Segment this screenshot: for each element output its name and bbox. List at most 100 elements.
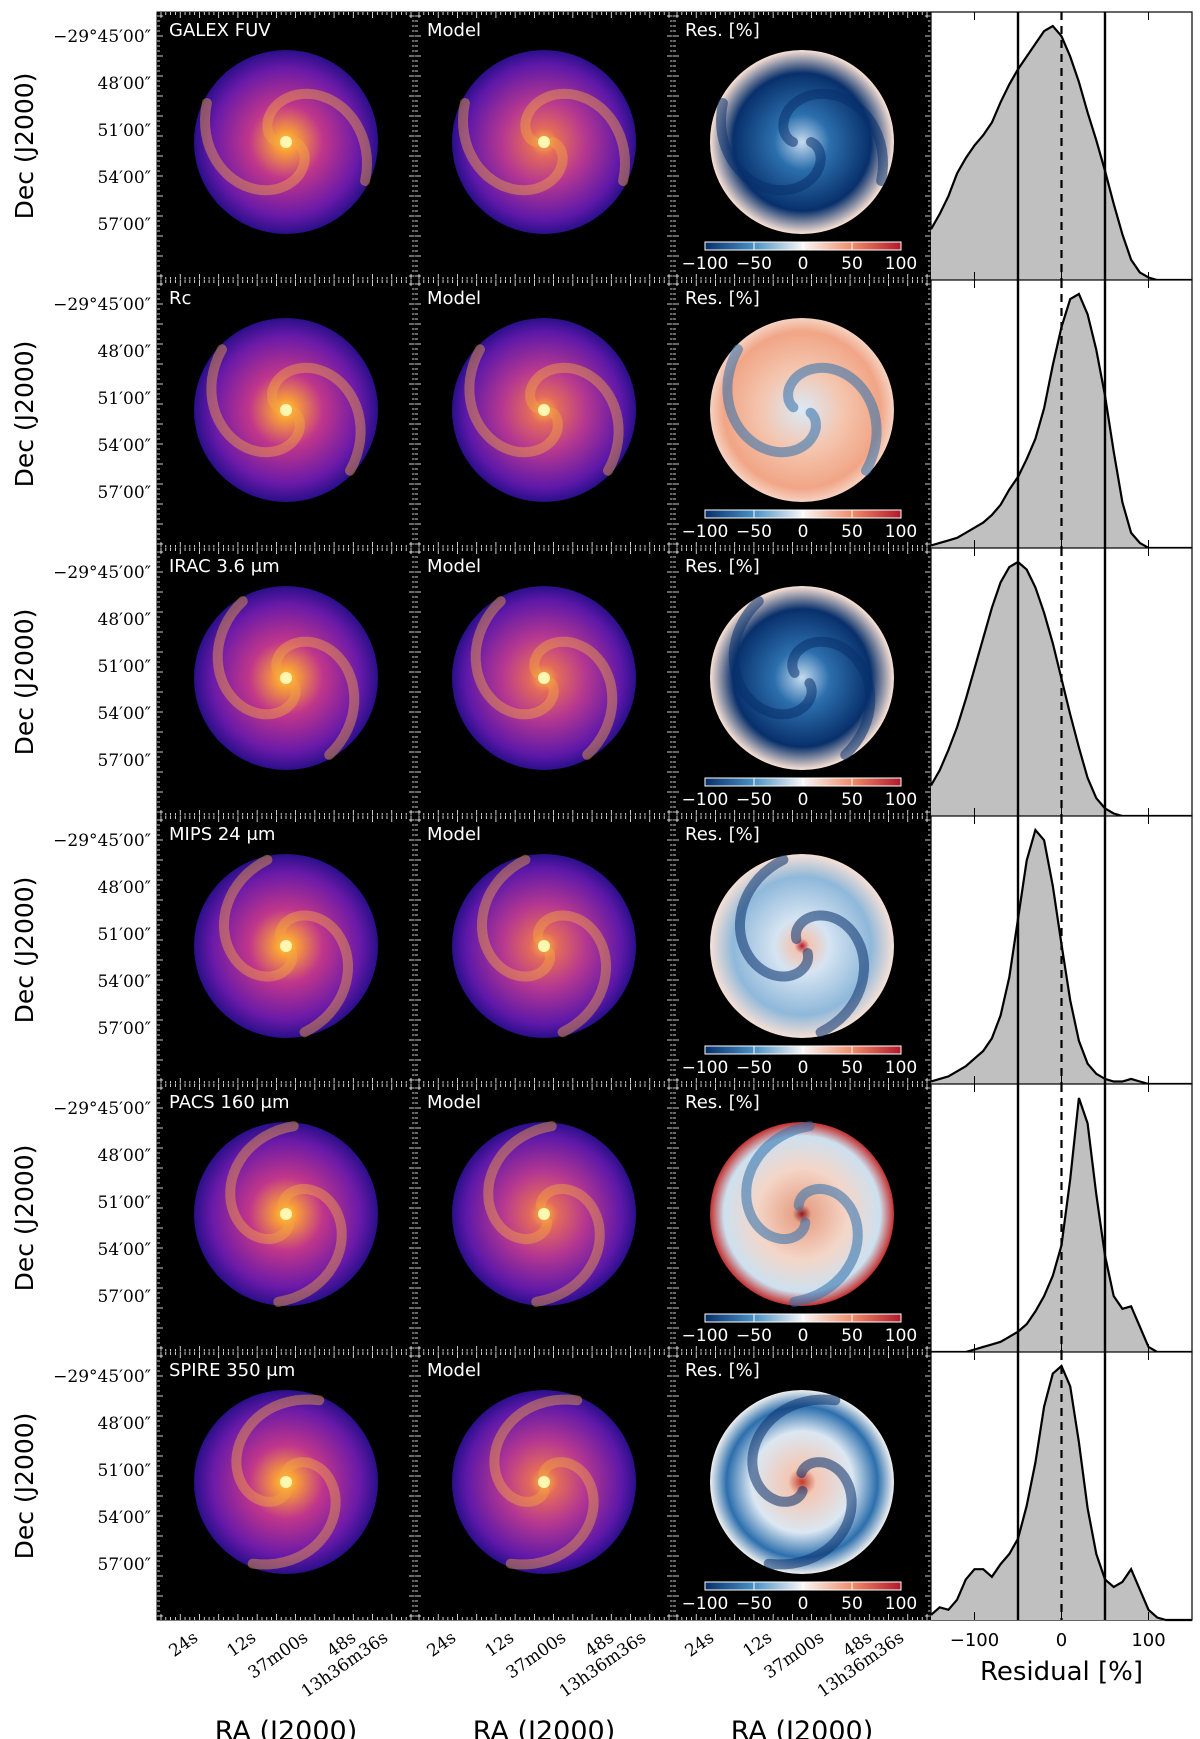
spiral-arm — [532, 910, 611, 1038]
spiral-arm — [735, 854, 814, 982]
dec-tick-label: 54′00″ — [98, 1508, 151, 1528]
spiral-arm — [787, 636, 876, 760]
spiral-arm — [199, 98, 310, 196]
galaxy-disk — [710, 318, 894, 502]
spiral-arm — [789, 1183, 863, 1307]
row-6: Dec (J2000) −29°45′00″ 48′00″ 51′00″ 54′00″ 5… — [10, 1351, 1193, 1622]
spiral-arm — [273, 1183, 347, 1307]
colorbar-tick-label: −100 — [682, 1058, 729, 1078]
residual-panel: Res. [%] −100 −50 0 50 100 — [672, 1083, 932, 1353]
galaxy-disk — [710, 1390, 894, 1574]
residual-panel: Res. [%] −100 −50 0 50 100 — [672, 279, 932, 549]
x-axis-label: RA (J2000) — [473, 1716, 615, 1739]
colorbar-tick-label: 100 — [885, 1326, 917, 1346]
y-axis-label: Dec (J2000) — [10, 73, 39, 220]
dec-tick-label: 54′00″ — [98, 1240, 151, 1260]
dec-tick-label: −29°45′00″ — [53, 1367, 151, 1387]
model-label: Model — [427, 288, 481, 309]
spiral-arm — [267, 362, 366, 476]
row-4: Dec (J2000) −29°45′00″ 48′00″ 51′00″ 54′00″ 5… — [10, 815, 1193, 1086]
observation-panel: GALEX FUV — [156, 11, 416, 281]
band-label: IRAC 3.6 μm — [169, 556, 280, 577]
galaxy-core — [538, 940, 550, 952]
residual-label: Res. [%] — [685, 20, 760, 41]
spiral-arm — [531, 1183, 605, 1307]
spiral-arm — [206, 344, 305, 458]
dec-tick-label: 54′00″ — [98, 436, 151, 456]
residual-histogram — [930, 1083, 1193, 1354]
spiral-arm — [790, 910, 869, 1038]
observation-panel: IRAC 3.6 μm — [156, 547, 416, 817]
dec-tick-label: 54′00″ — [98, 704, 151, 724]
model-panel: Model — [414, 815, 674, 1085]
y-axis-label: Dec (J2000) — [10, 1145, 39, 1292]
residual-panel: Res. [%] −100 −50 0 50 100 — [672, 1351, 932, 1621]
colorbar-tick-label: 50 — [841, 522, 863, 542]
colorbar-tick-label: 50 — [841, 790, 863, 810]
panel-ticks — [673, 1352, 931, 1620]
residual-histogram — [930, 11, 1193, 282]
ra-tick-label: 24s — [424, 1628, 460, 1662]
panel-ticks — [415, 1352, 673, 1620]
spiral-arm — [464, 344, 563, 458]
galaxy-core — [538, 404, 550, 416]
colorbar-tick-label: −100 — [682, 1594, 729, 1614]
histogram-x-axis: −100 0 100 Residual [%] — [950, 1630, 1166, 1687]
dec-tick-label: 57′00″ — [98, 215, 151, 235]
dec-tick-label: 48′00″ — [98, 342, 151, 362]
spiral-arm — [470, 596, 559, 720]
residual-label: Res. [%] — [685, 288, 760, 309]
dec-tick-label: 57′00″ — [98, 1019, 151, 1039]
colorbar-tick-label: −50 — [736, 1594, 772, 1614]
spiral-arm — [525, 362, 624, 476]
colorbar-tick-label: −100 — [682, 522, 729, 542]
model-label: Model — [427, 824, 481, 845]
ra-tick-label: 12s — [482, 1628, 518, 1662]
panel-ticks — [157, 1084, 415, 1352]
dec-tick-label: 51′00″ — [98, 925, 151, 945]
dec-tick-label: 51′00″ — [98, 121, 151, 141]
spiral-arm — [529, 636, 618, 760]
spiral-arm — [778, 88, 889, 186]
spiral-arm — [520, 88, 631, 186]
spiral-arm — [728, 596, 817, 720]
residual-label: Res. [%] — [685, 1092, 760, 1113]
colorbar-tick-label: 0 — [798, 790, 809, 810]
galaxy-core — [538, 1476, 550, 1488]
model-panel: Model — [414, 11, 674, 281]
ra-tick-label: 37m00s — [503, 1628, 570, 1683]
dec-tick-label: 57′00″ — [98, 1555, 151, 1575]
residual-label: Res. [%] — [685, 556, 760, 577]
panel-ticks — [673, 280, 931, 548]
spiral-arm — [747, 1394, 841, 1507]
spiral-arm — [505, 1457, 599, 1570]
row-1: Dec (J2000) −29°45′00″ 48′00″ 51′00″ 54′00″ 5… — [10, 11, 1193, 282]
dec-tick-label: 57′00″ — [98, 483, 151, 503]
spiral-arm — [715, 98, 826, 196]
x-axis-label: RA (J2000) — [215, 1716, 357, 1739]
colorbar-tick-label: −50 — [736, 254, 772, 274]
spiral-arm — [477, 854, 556, 982]
band-label: GALEX FUV — [169, 20, 271, 41]
galaxy-core — [280, 136, 292, 148]
panel-ticks — [415, 12, 673, 280]
ra-tick-label: 12s — [740, 1628, 776, 1662]
model-panel: Model — [414, 1083, 674, 1353]
residual-panel: Res. [%] −100 −50 0 50 100 — [672, 11, 932, 281]
colorbar-tick-label: −50 — [736, 522, 772, 542]
hist-tick-label: 100 — [1131, 1630, 1165, 1651]
colorbar-tick-label: −100 — [682, 1326, 729, 1346]
model-panel: Model — [414, 279, 674, 549]
colorbar-tick-label: −100 — [682, 790, 729, 810]
residual-panel: Res. [%] −100 −50 0 50 100 — [672, 547, 932, 817]
colorbar-tick-label: 0 — [798, 254, 809, 274]
spiral-arm — [741, 1121, 815, 1245]
dec-tick-label: 57′00″ — [98, 1287, 151, 1307]
spiral-arm — [483, 1121, 557, 1245]
colorbar-tick-label: 50 — [841, 1058, 863, 1078]
colorbar-tick-label: 100 — [885, 522, 917, 542]
galaxy-disk — [710, 1122, 894, 1306]
dec-tick-label: 51′00″ — [98, 389, 151, 409]
model-label: Model — [427, 1092, 481, 1113]
